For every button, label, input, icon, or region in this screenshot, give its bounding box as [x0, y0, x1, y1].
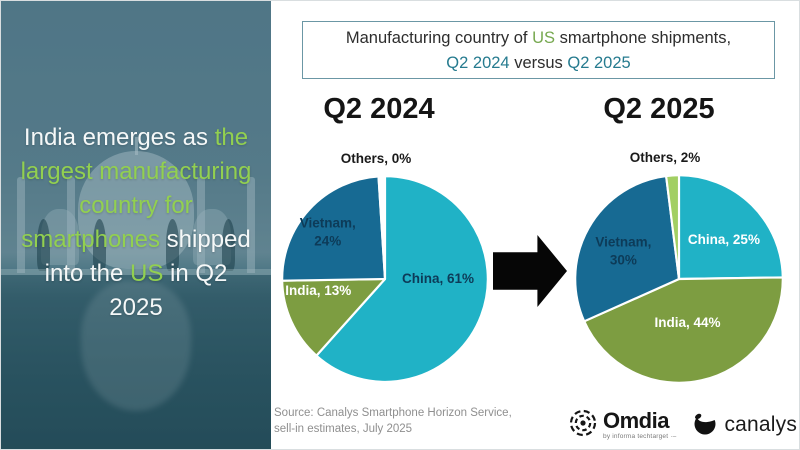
tree-shape — [37, 219, 50, 271]
slice-label-china: China, 61% — [401, 271, 475, 287]
logo-row: Omdia by informa techtarget ·– canalys — [569, 404, 797, 446]
slice-label-vietnam: Vietnam, 30% — [595, 234, 652, 268]
omdia-name: Omdia — [603, 407, 669, 433]
source-note: Source: Canalys Smartphone Horizon Servi… — [274, 405, 512, 437]
slice-label-india: India, 44% — [654, 315, 721, 331]
headline-line: 2025 — [109, 294, 163, 321]
headline-line: country for — [79, 192, 193, 219]
minaret-shape — [67, 177, 75, 273]
chart-title-box: Manufacturing country of US smartphone s… — [302, 21, 775, 79]
tree-shape — [166, 219, 179, 271]
arrow-right-icon — [493, 235, 567, 307]
canalys-icon — [692, 406, 723, 441]
pie-svg-q2-2024 — [281, 175, 489, 383]
tree-shape — [222, 219, 235, 271]
tree-shape — [93, 219, 106, 271]
slice-label-china: China, 25% — [687, 232, 760, 248]
q2-2025-heading: Q2 2025 — [603, 93, 715, 125]
headline-line: India emerges as the — [23, 124, 249, 151]
source-line2: sell-in estimates, July 2025 — [274, 423, 413, 435]
platform-shape — [1, 269, 271, 275]
photo-overlay-tint — [1, 1, 271, 449]
dome-finial-shape — [135, 137, 138, 155]
slice-label-vietnam: Vietnam, 24% — [299, 215, 356, 249]
headline-line: into the US in Q2 — [44, 260, 228, 287]
minaret-shape — [197, 177, 205, 273]
minaret-shape — [247, 177, 255, 273]
pie-svg-q2-2025 — [574, 174, 784, 384]
omdia-wordmark: Omdia by informa techtarget ·– — [603, 407, 677, 441]
pie-chart-q2-2025: Others, 2% China, 25% India, 44% Vietnam… — [572, 150, 786, 386]
canalys-logo: canalys — [692, 406, 798, 441]
minaret-shape — [17, 177, 25, 273]
chart-title-line2: Q2 2024 versus Q2 2025 — [446, 54, 631, 72]
chart-title-line1: Manufacturing country of US smartphone s… — [345, 29, 732, 47]
dome-reflection-shape — [81, 281, 191, 411]
pie-chart-q2-2024: Others, 0% China, 61% India, 13% Vietnam… — [279, 151, 491, 385]
headline-line: largest manufacturing — [20, 158, 252, 185]
source-line1: Source: Canalys Smartphone Horizon Servi… — [274, 407, 512, 419]
omdia-logo: Omdia by informa techtarget ·– — [569, 409, 676, 442]
water-reflection — [1, 275, 271, 449]
omdia-tagline: by informa techtarget ·– — [603, 432, 677, 440]
omdia-icon — [569, 409, 597, 442]
q2-2024-heading: Q2 2024 — [323, 93, 435, 125]
taj-mahal-photo — [1, 1, 271, 449]
headline-line: smartphones shipped — [21, 226, 251, 253]
slice-label-others: Others, 2% — [629, 150, 701, 165]
slice-label-others: Others, 0% — [340, 151, 412, 166]
headline-text: India emerges as the largest manufacturi… — [1, 121, 271, 325]
canalys-name: canalys — [724, 413, 798, 436]
slice-label-india: India, 13% — [285, 282, 352, 298]
